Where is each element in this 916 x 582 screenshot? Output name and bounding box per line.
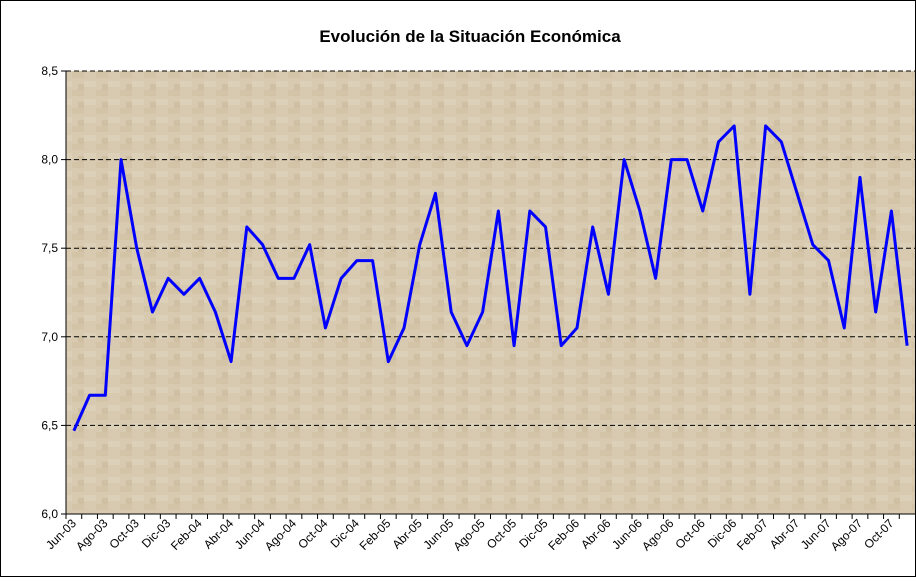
chart-title: Evolución de la Situación Económica <box>319 27 621 46</box>
plot-area <box>66 71 915 514</box>
y-tick-label: 8,5 <box>41 64 58 78</box>
y-tick-label: 7,5 <box>41 241 58 255</box>
y-tick-label: 8,0 <box>41 153 58 167</box>
y-tick-label: 7,0 <box>41 330 58 344</box>
y-tick-label: 6,0 <box>41 507 58 521</box>
data-line <box>72 124 909 432</box>
y-tick-label: 6,5 <box>41 418 58 432</box>
